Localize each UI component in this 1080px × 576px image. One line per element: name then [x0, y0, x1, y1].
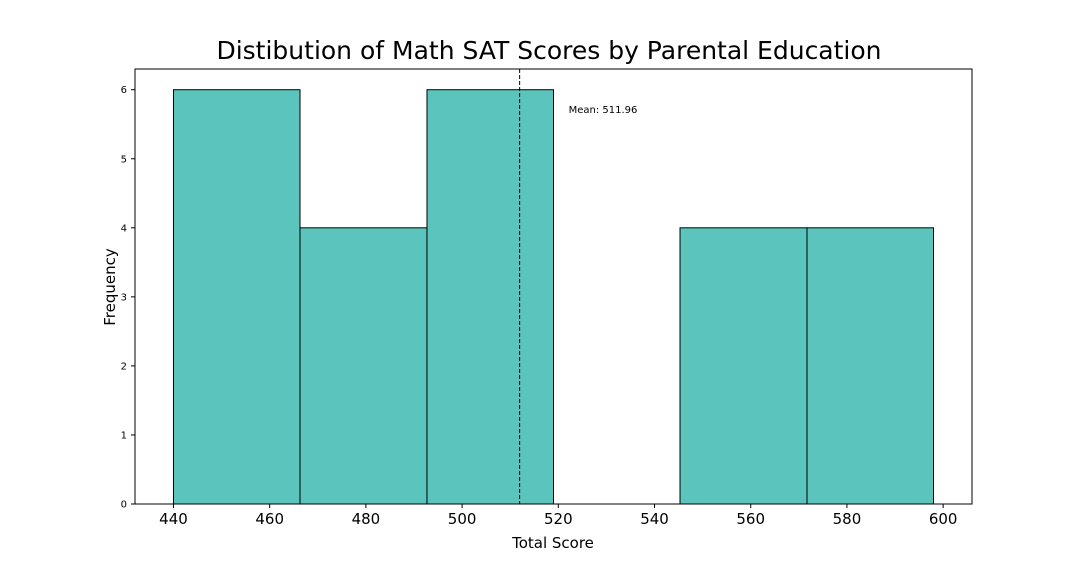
x-tick-label-480: 480: [352, 510, 381, 528]
histogram-bar-0: [172, 89, 301, 505]
x-tick-label-580: 580: [833, 510, 862, 528]
y-axis: 0 1 2 3 4 5 6: [121, 85, 135, 511]
histogram-bar-4: [679, 227, 808, 505]
histogram-bar-1: [299, 227, 428, 505]
x-tick-label-540: 540: [640, 510, 669, 528]
x-tick-label-520: 520: [544, 510, 573, 528]
x-tick-label-460: 460: [255, 510, 284, 528]
plot-frame: [134, 68, 973, 505]
chart-title: Distibution of Math SAT Scores by Parent…: [216, 36, 881, 65]
x-axis-label: Total Score: [511, 534, 594, 552]
bars-layer: [172, 89, 935, 505]
y-tick-label-0: 0: [121, 500, 127, 511]
x-axis: 440 460 480 500 520 540 560 580 600: [159, 504, 957, 528]
histogram-bar-2: [426, 89, 555, 505]
y-tick-label-1: 1: [121, 430, 127, 441]
mean-annotation: Mean: 511.96: [569, 105, 638, 116]
x-tick-label-600: 600: [929, 510, 958, 528]
x-tick-label-560: 560: [736, 510, 765, 528]
y-tick-label-4: 4: [121, 223, 127, 234]
y-tick-label-3: 3: [121, 292, 127, 303]
histogram-bar-5: [806, 227, 935, 505]
x-tick-label-500: 500: [448, 510, 477, 528]
mean-layer: Mean: 511.96: [519, 69, 638, 504]
y-axis-label: Frequency: [101, 248, 119, 326]
y-tick-label-6: 6: [121, 85, 127, 96]
y-tick-label-5: 5: [121, 154, 127, 165]
x-tick-label-440: 440: [159, 510, 188, 528]
y-tick-label-2: 2: [121, 361, 127, 372]
